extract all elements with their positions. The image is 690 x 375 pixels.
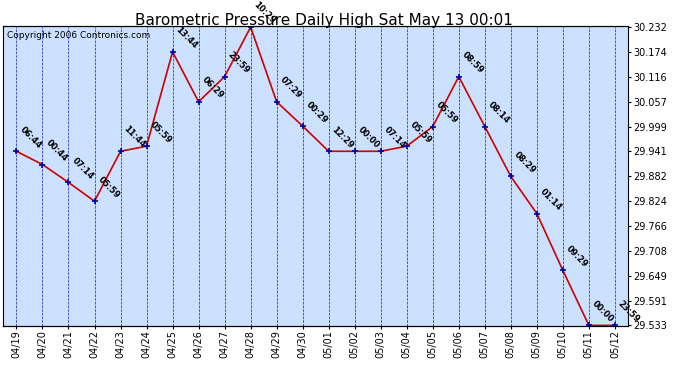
Text: 08:59: 08:59 [460, 50, 485, 75]
Text: 23:59: 23:59 [616, 299, 642, 324]
Text: 00:44: 00:44 [44, 138, 69, 163]
Text: 00:00: 00:00 [356, 125, 381, 150]
Text: 08:29: 08:29 [512, 150, 538, 175]
Text: 09:29: 09:29 [564, 244, 589, 269]
Text: 06:29: 06:29 [200, 75, 225, 100]
Text: 07:14: 07:14 [70, 156, 95, 181]
Text: Copyright 2006 Contronics.com: Copyright 2006 Contronics.com [7, 31, 150, 40]
Text: 10:29: 10:29 [252, 0, 277, 26]
Text: 13:44: 13:44 [174, 25, 199, 51]
Text: 01:14: 01:14 [538, 187, 564, 212]
Text: 00:29: 00:29 [304, 100, 329, 125]
Text: Barometric Pressure Daily High Sat May 13 00:01: Barometric Pressure Daily High Sat May 1… [135, 13, 513, 28]
Text: 05:59: 05:59 [96, 175, 121, 200]
Text: 05:59: 05:59 [408, 120, 433, 145]
Text: 08:14: 08:14 [486, 100, 511, 125]
Text: 12:29: 12:29 [330, 124, 355, 150]
Text: 05:59: 05:59 [434, 100, 460, 125]
Text: 05:59: 05:59 [148, 120, 173, 145]
Text: 11:44: 11:44 [122, 124, 147, 150]
Text: 07:29: 07:29 [278, 75, 303, 100]
Text: 06:44: 06:44 [18, 124, 43, 150]
Text: 07:14: 07:14 [382, 125, 407, 150]
Text: 23:59: 23:59 [226, 50, 251, 75]
Text: 00:00: 00:00 [590, 299, 615, 324]
